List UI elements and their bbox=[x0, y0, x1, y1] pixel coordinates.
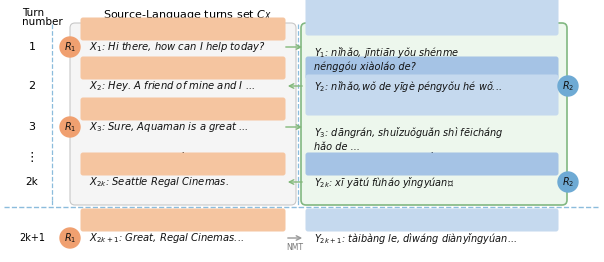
Text: $R_2$: $R_2$ bbox=[562, 79, 574, 93]
Text: $Y_3$: dāngrán, shuǐzuǒguǎn shì fēicháng
hǎo de ...: $Y_3$: dāngrán, shuǐzuǒguǎn shì fēicháng… bbox=[314, 125, 504, 152]
FancyBboxPatch shape bbox=[80, 97, 286, 121]
FancyBboxPatch shape bbox=[80, 57, 286, 79]
Text: $Y_1$: nǐhǎo, jīntiān yǒu shénme
nénggóu xiàoláo de?: $Y_1$: nǐhǎo, jīntiān yǒu shénme nénggó… bbox=[314, 45, 459, 72]
Circle shape bbox=[558, 172, 578, 192]
FancyBboxPatch shape bbox=[306, 209, 559, 232]
Text: $Y_{2k+1}$: tàibàng le, dìwáng diànyǐngyúan...: $Y_{2k+1}$: tàibàng le, dìwáng diànyǐngy… bbox=[314, 231, 517, 245]
Text: $R_1$: $R_1$ bbox=[64, 40, 76, 54]
Text: $X_{2k}$: Seattle Regal Cinemas.: $X_{2k}$: Seattle Regal Cinemas. bbox=[89, 175, 229, 189]
Text: NMT: NMT bbox=[286, 243, 303, 252]
Circle shape bbox=[60, 37, 80, 57]
Text: Turn: Turn bbox=[22, 8, 44, 18]
Text: ⋮: ⋮ bbox=[426, 151, 439, 165]
FancyBboxPatch shape bbox=[306, 152, 559, 176]
Text: number: number bbox=[22, 17, 63, 27]
Text: $R_2$: $R_2$ bbox=[562, 175, 574, 189]
Text: $Y_{2k}$: xī yātú fùháo yǐngyúan。: $Y_{2k}$: xī yātú fùháo yǐngyúan。 bbox=[314, 174, 454, 189]
Text: 3: 3 bbox=[28, 122, 36, 132]
Circle shape bbox=[60, 228, 80, 248]
FancyBboxPatch shape bbox=[306, 57, 559, 79]
FancyBboxPatch shape bbox=[80, 209, 286, 232]
Text: 1: 1 bbox=[28, 42, 36, 52]
FancyBboxPatch shape bbox=[301, 23, 567, 205]
FancyBboxPatch shape bbox=[70, 23, 296, 205]
Text: $X_{2k+1}$: Great, Regal Cinemas...: $X_{2k+1}$: Great, Regal Cinemas... bbox=[89, 231, 244, 245]
Text: Source-Language turns set $C_X$: Source-Language turns set $C_X$ bbox=[103, 8, 272, 22]
Text: 2k+1: 2k+1 bbox=[19, 233, 45, 243]
FancyBboxPatch shape bbox=[80, 18, 286, 41]
Text: 2: 2 bbox=[28, 81, 36, 91]
Text: $R_1$: $R_1$ bbox=[64, 120, 76, 134]
Text: $X_1$: Hi there, how can I help today?: $X_1$: Hi there, how can I help today? bbox=[89, 40, 266, 54]
Text: Target-Language turns set $C_Y$: Target-Language turns set $C_Y$ bbox=[349, 8, 515, 22]
Circle shape bbox=[60, 117, 80, 137]
Text: ⋮: ⋮ bbox=[177, 151, 189, 165]
Text: $Y_2$: nǐhǎo,wǒ de yīgè péngyǒu hé wǒ...: $Y_2$: nǐhǎo,wǒ de yīgè péngyǒu hé wǒ... bbox=[314, 79, 502, 94]
Text: $X_2$: Hey. A friend of mine and I ...: $X_2$: Hey. A friend of mine and I ... bbox=[89, 79, 255, 93]
Circle shape bbox=[558, 76, 578, 96]
Text: $X_3$: Sure, Aquaman is a great ...: $X_3$: Sure, Aquaman is a great ... bbox=[89, 120, 248, 134]
Text: 2k: 2k bbox=[25, 177, 39, 187]
FancyBboxPatch shape bbox=[80, 152, 286, 176]
FancyBboxPatch shape bbox=[306, 0, 559, 35]
Text: ⋮: ⋮ bbox=[26, 151, 38, 165]
Text: $R_1$: $R_1$ bbox=[64, 231, 76, 245]
FancyBboxPatch shape bbox=[306, 74, 559, 116]
